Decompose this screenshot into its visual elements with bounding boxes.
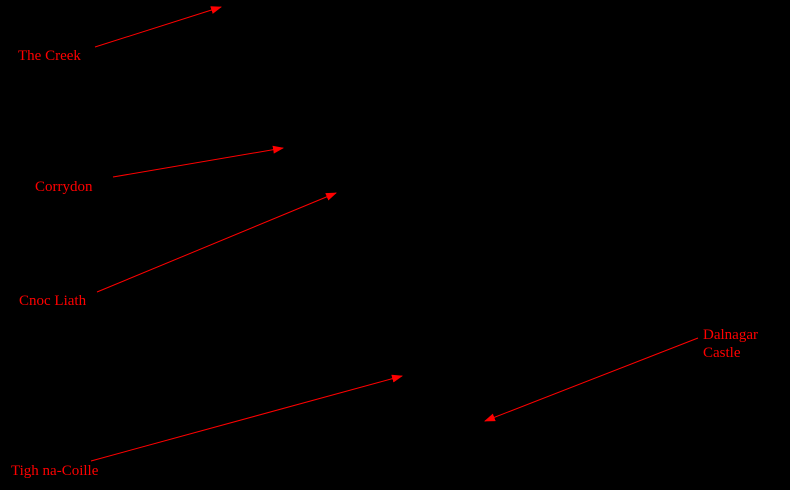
arrow-tigh-na-coille — [90, 374, 403, 462]
label-corrydon: Corrydon — [35, 179, 93, 195]
label-dalnagar-castle: Dalnagar Castle — [703, 327, 758, 361]
label-cnoc-liath: Cnoc Liath — [19, 293, 87, 309]
label-the-creek: The Creek — [18, 48, 81, 64]
label-tigh-na-coille: Tigh na-Coille — [11, 463, 99, 479]
arrow-dalnagar-castle — [484, 337, 699, 422]
arrow-corrydon — [112, 145, 284, 178]
arrow-the-creek — [94, 6, 222, 48]
arrow-cnoc-liath — [96, 192, 337, 293]
